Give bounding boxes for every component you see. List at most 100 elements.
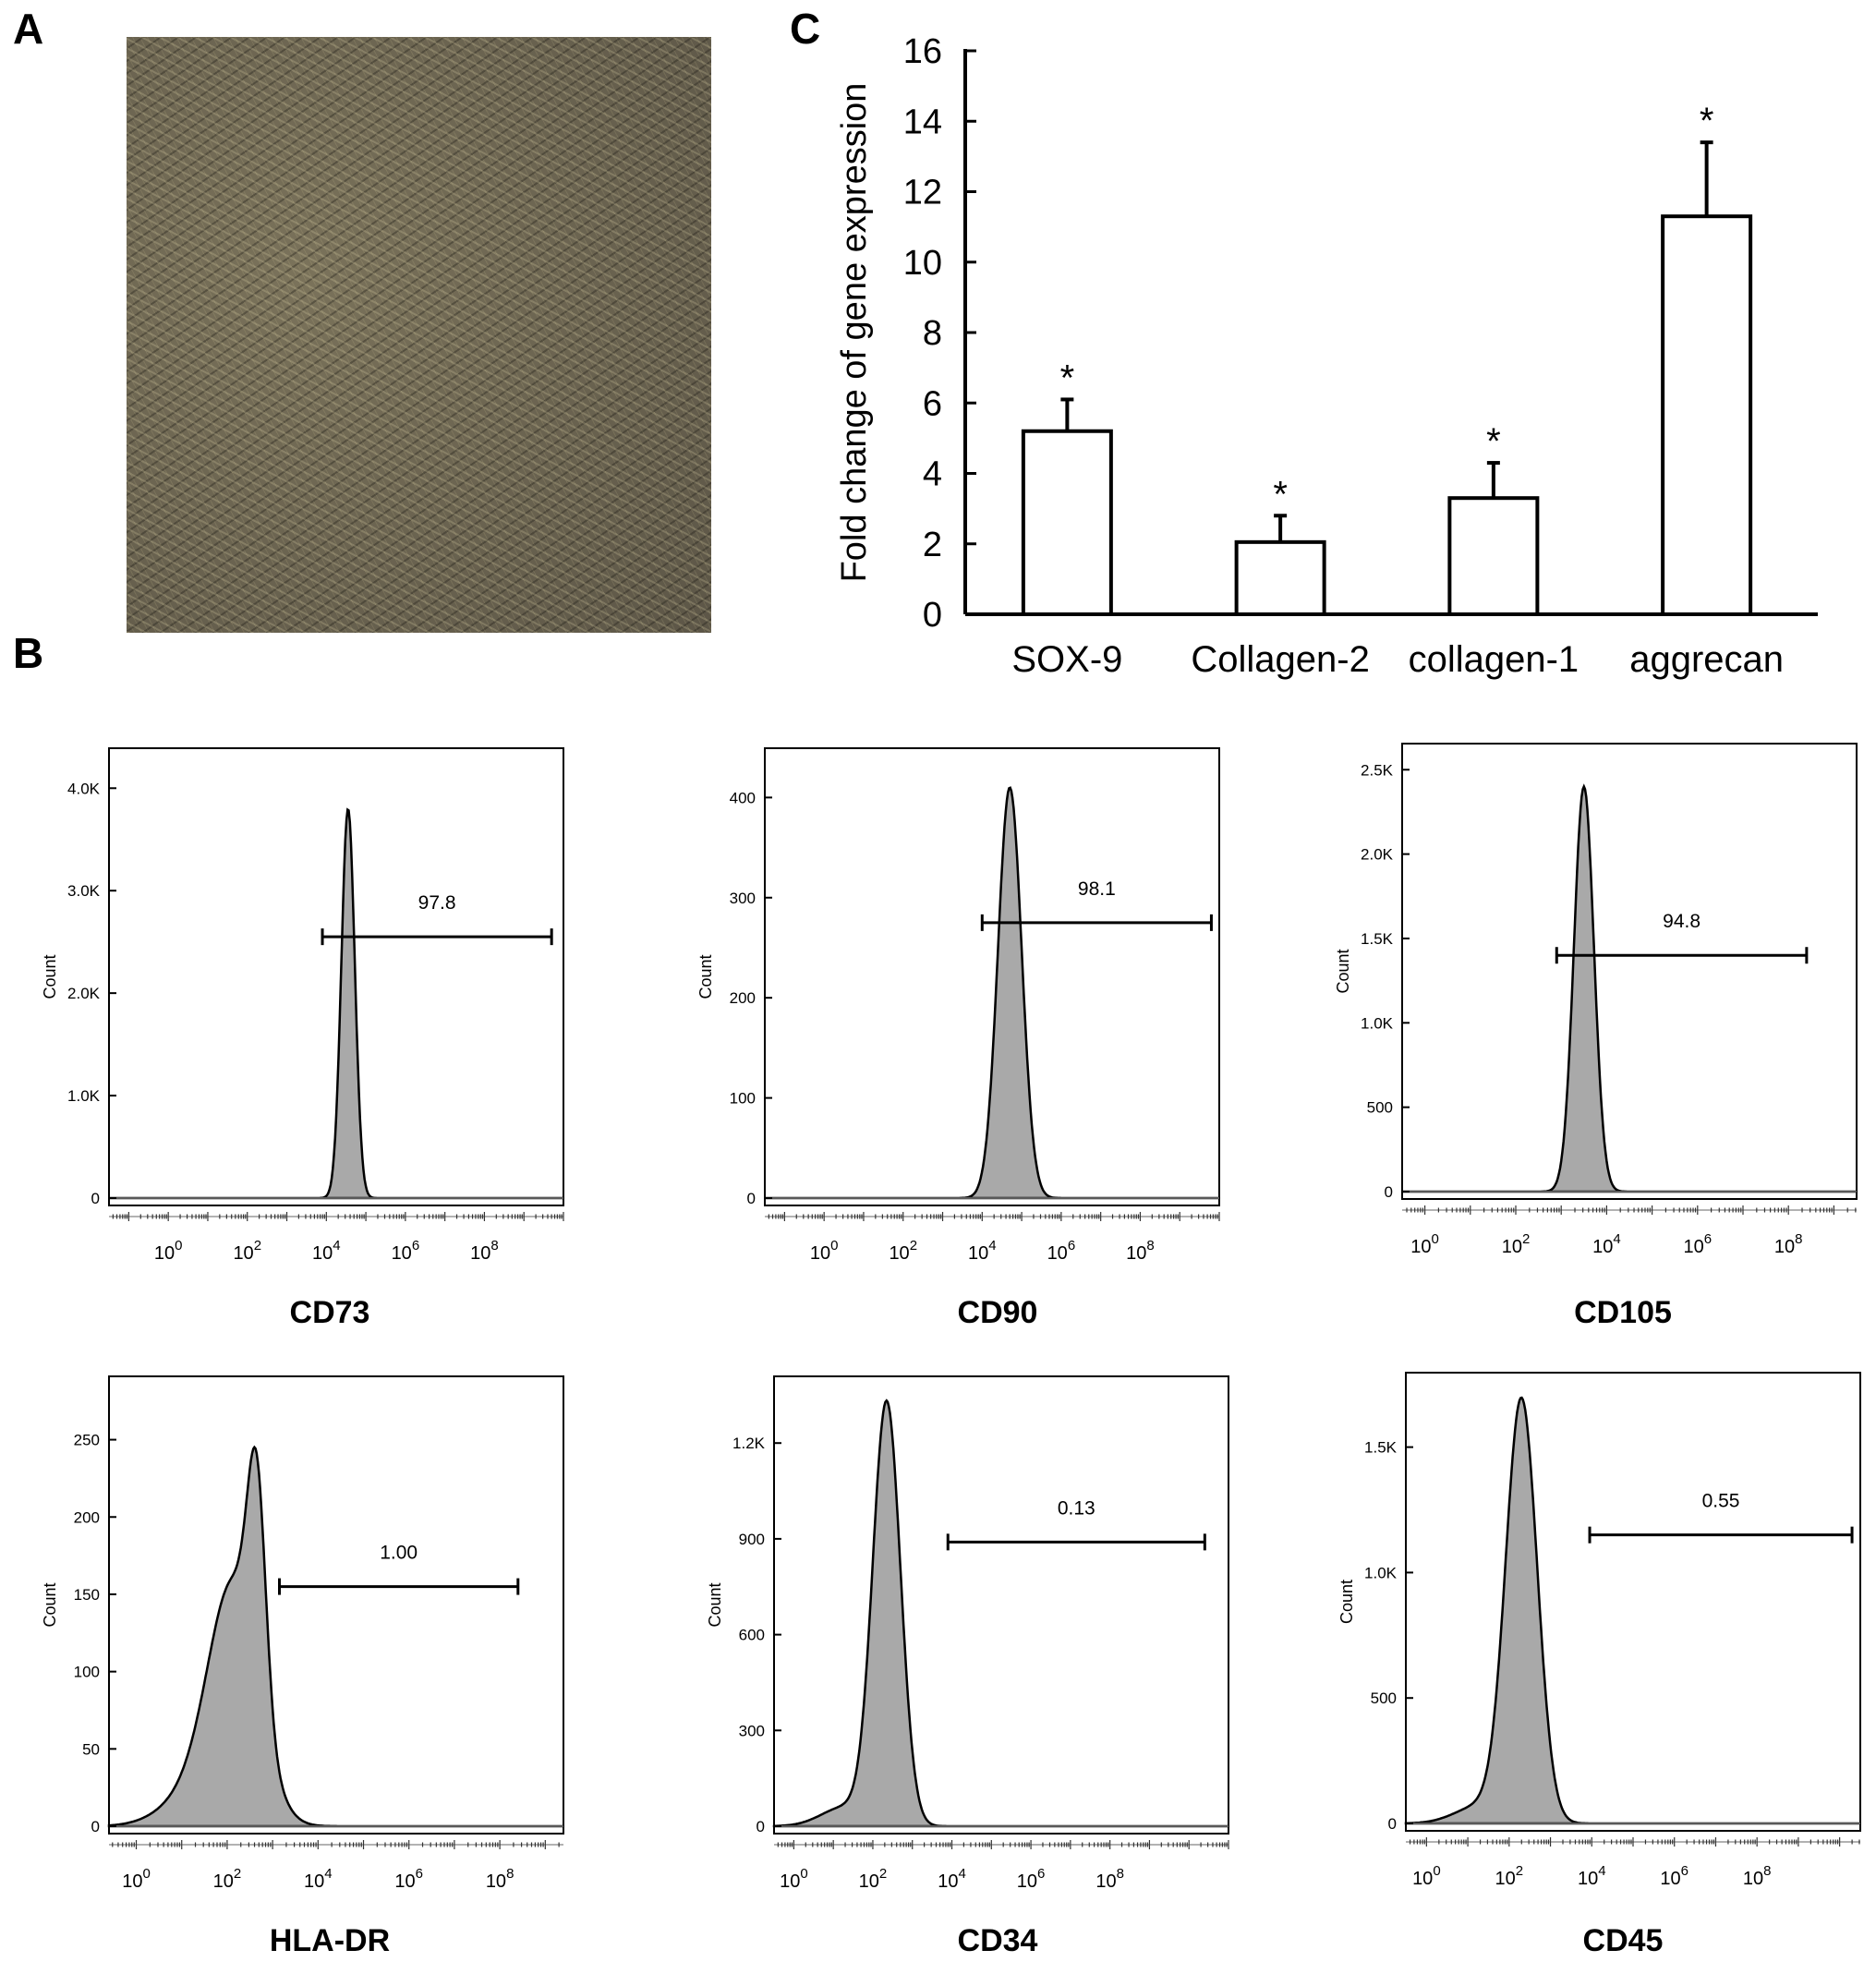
histogram-panel: 0 50 100 150 200 250 Count 100 102 104 106 108 1.00 H… bbox=[41, 1375, 564, 1958]
y-tick-label: 150 bbox=[74, 1586, 100, 1604]
y-tick-label: 10 bbox=[903, 244, 942, 283]
x-tick-label: 100 bbox=[810, 1238, 839, 1264]
y-tick-label: 900 bbox=[739, 1531, 765, 1548]
y-axis-label: Count bbox=[696, 954, 715, 999]
y-tick-label: 0 bbox=[91, 1818, 100, 1835]
y-tick-label: 1.5K bbox=[1364, 1439, 1398, 1457]
panel-label-c: C bbox=[790, 5, 821, 53]
x-tick-label: 104 bbox=[304, 1866, 333, 1892]
x-tick-label: 100 bbox=[1410, 1231, 1439, 1257]
x-tick-label: 106 bbox=[1047, 1238, 1076, 1264]
x-tick-label: 100 bbox=[122, 1866, 151, 1892]
category-label: SOX-9 bbox=[1011, 639, 1122, 680]
marker-label: CD34 bbox=[958, 1923, 1038, 1958]
plot-frame bbox=[1405, 1372, 1861, 1832]
y-axis-label: Fold change of gene expression bbox=[835, 83, 874, 583]
x-tick-label: 108 bbox=[1774, 1231, 1803, 1257]
y-tick-label: 100 bbox=[74, 1664, 100, 1681]
gate-percentage: 94.8 bbox=[1663, 911, 1701, 932]
y-tick-label: 2.5K bbox=[1361, 761, 1394, 779]
x-tick-label: 102 bbox=[859, 1866, 888, 1892]
y-tick-label: 12 bbox=[903, 174, 942, 212]
plot-frame bbox=[764, 747, 1220, 1206]
x-tick-label: 106 bbox=[1684, 1231, 1713, 1257]
x-tick-label: 104 bbox=[1578, 1863, 1606, 1889]
plot-frame bbox=[773, 1375, 1229, 1835]
histogram-area bbox=[772, 1399, 1228, 1828]
marker-label: CD45 bbox=[1583, 1923, 1664, 1958]
x-tick-label: 106 bbox=[1660, 1863, 1688, 1889]
y-tick-label: 1.0K bbox=[1361, 1014, 1394, 1032]
y-tick-label: 14 bbox=[903, 103, 942, 141]
gate-percentage: 1.00 bbox=[380, 1543, 418, 1564]
histogram-panel: 0 500 1.0K 1.5K Count 100 102 104 106 108 0.55 CD45 bbox=[1337, 1372, 1861, 1958]
y-tick-label: 1.2K bbox=[732, 1435, 766, 1452]
x-tick-label: 104 bbox=[1592, 1231, 1621, 1257]
y-axis-label: Count bbox=[41, 1582, 59, 1627]
y-tick-label: 200 bbox=[730, 989, 756, 1007]
gate-percentage: 97.8 bbox=[418, 892, 456, 914]
x-tick-label: 100 bbox=[780, 1866, 808, 1892]
panel-label-b: B bbox=[13, 629, 44, 677]
x-tick-label: 108 bbox=[1126, 1238, 1155, 1264]
x-tick-label: 106 bbox=[394, 1866, 423, 1892]
bar bbox=[1447, 496, 1540, 616]
y-tick-label: 4 bbox=[923, 455, 942, 494]
y-tick-label: 4.0K bbox=[67, 780, 101, 797]
y-tick-label: 400 bbox=[730, 789, 756, 806]
x-tick-label: 108 bbox=[1743, 1863, 1772, 1889]
bar bbox=[1661, 214, 1753, 616]
y-tick-label: 2 bbox=[923, 526, 942, 564]
histogram-area bbox=[107, 1445, 563, 1828]
y-tick-label: 0 bbox=[756, 1818, 765, 1835]
plot-frame bbox=[108, 747, 564, 1206]
y-tick-label: 16 bbox=[903, 32, 942, 71]
y-tick-label: 1.0K bbox=[1364, 1564, 1398, 1581]
gate-percentage: 98.1 bbox=[1078, 878, 1116, 900]
histogram-panel: 0 1.0K 2.0K 3.0K 4.0K Count 100 102 104 106 108 97.… bbox=[41, 747, 564, 1330]
y-tick-label: 3.0K bbox=[67, 882, 101, 900]
histogram-area bbox=[1404, 1396, 1860, 1825]
y-axis-label: Count bbox=[706, 1582, 724, 1627]
histogram-panel: 0 300 600 900 1.2K Count 100 102 104 106 108 0.13 CD… bbox=[706, 1375, 1229, 1958]
y-tick-label: 6 bbox=[923, 384, 942, 423]
x-tick-label: 100 bbox=[1412, 1863, 1441, 1889]
histogram-panel: 0 500 1.0K 1.5K 2.0K 2.5K Count 100 102 104 106 108… bbox=[1334, 743, 1858, 1330]
bar bbox=[1021, 429, 1113, 616]
bar-chart: 0 2 4 6 8 10 12 14 16 Fold change of gene express… bbox=[835, 32, 1818, 680]
y-tick-label: 1.0K bbox=[67, 1087, 101, 1105]
significance-marker: * bbox=[1486, 421, 1501, 462]
cell-culture-micrograph bbox=[127, 37, 711, 633]
histogram-panel: 0 100 200 300 400 Count 100 102 104 106 108 98.1 CD9… bbox=[696, 747, 1220, 1330]
y-tick-label: 1.5K bbox=[1361, 930, 1394, 948]
histogram-area bbox=[765, 786, 1219, 1200]
y-axis-label: Count bbox=[1337, 1580, 1356, 1624]
x-tick-label: 100 bbox=[154, 1238, 183, 1264]
x-tick-label: 102 bbox=[1502, 1231, 1531, 1257]
marker-label: CD73 bbox=[290, 1295, 370, 1330]
x-tick-label: 106 bbox=[1017, 1866, 1046, 1892]
significance-marker: * bbox=[1700, 101, 1714, 141]
y-axis-label: Count bbox=[1334, 949, 1352, 993]
x-tick-label: 102 bbox=[889, 1238, 917, 1264]
histogram-area bbox=[109, 807, 563, 1200]
gate-percentage: 0.55 bbox=[1702, 1491, 1740, 1512]
x-tick-label: 104 bbox=[968, 1238, 997, 1264]
x-tick-label: 104 bbox=[938, 1866, 966, 1892]
marker-label: CD90 bbox=[958, 1295, 1038, 1330]
x-tick-label: 108 bbox=[470, 1238, 499, 1264]
y-tick-label: 500 bbox=[1367, 1099, 1393, 1117]
y-tick-label: 500 bbox=[1371, 1689, 1397, 1707]
gate-percentage: 0.13 bbox=[1058, 1497, 1095, 1519]
x-tick-label: 108 bbox=[1095, 1866, 1124, 1892]
y-tick-label: 100 bbox=[730, 1090, 756, 1108]
significance-marker: * bbox=[1060, 357, 1075, 398]
plot-frame bbox=[108, 1375, 564, 1835]
x-tick-label: 102 bbox=[213, 1866, 242, 1892]
significance-marker: * bbox=[1273, 474, 1288, 515]
y-tick-label: 300 bbox=[739, 1722, 765, 1739]
x-tick-label: 102 bbox=[233, 1238, 261, 1264]
category-label: Collagen-2 bbox=[1191, 639, 1369, 680]
y-tick-label: 200 bbox=[74, 1508, 100, 1526]
